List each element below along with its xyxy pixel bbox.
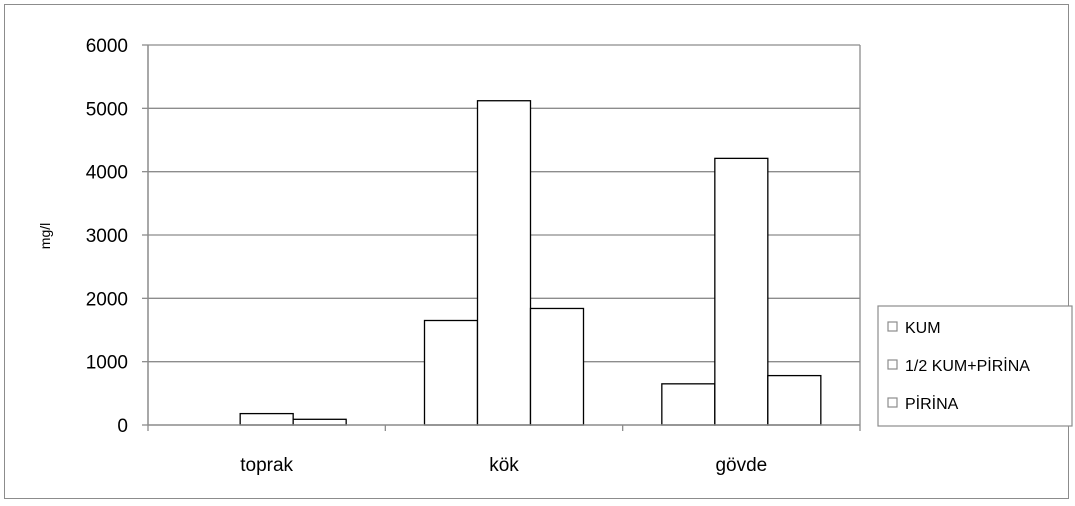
x-tick-label: toprak bbox=[240, 455, 293, 476]
legend-label: KUM bbox=[905, 320, 941, 337]
x-tick-label: kök bbox=[489, 455, 519, 476]
bar bbox=[529, 307, 585, 426]
x-tick-label: gövde bbox=[715, 455, 767, 476]
y-tick-label: 6000 bbox=[86, 36, 128, 57]
y-tick-label: 3000 bbox=[86, 226, 128, 247]
legend: KUM 1/2 KUM+PİRİNA PİRİNA bbox=[877, 305, 1073, 427]
legend-box bbox=[877, 305, 1073, 427]
legend-label: 1/2 KUM+PİRİNA bbox=[905, 356, 1030, 375]
y-axis-title: mg/l bbox=[37, 223, 53, 249]
y-tick-label: 2000 bbox=[86, 289, 128, 310]
axes: 0 1000 2000 3000 4000 5000 6000 toprak kök gövde bbox=[86, 36, 861, 476]
legend-swatch bbox=[887, 397, 898, 408]
bar bbox=[476, 100, 532, 426]
legend-swatch bbox=[887, 359, 898, 370]
y-tick-label: 4000 bbox=[86, 163, 128, 184]
bar bbox=[423, 319, 479, 426]
y-tick-label: 5000 bbox=[86, 99, 128, 120]
legend-label: PİRİNA bbox=[905, 394, 959, 413]
bar bbox=[239, 412, 294, 426]
y-tick-label: 0 bbox=[117, 416, 128, 437]
bar bbox=[767, 374, 822, 426]
bar bbox=[292, 418, 347, 426]
legend-swatch bbox=[887, 321, 898, 332]
bar bbox=[661, 383, 716, 426]
bars bbox=[239, 100, 822, 426]
bar bbox=[714, 157, 769, 426]
y-tick-label: 1000 bbox=[86, 353, 128, 374]
